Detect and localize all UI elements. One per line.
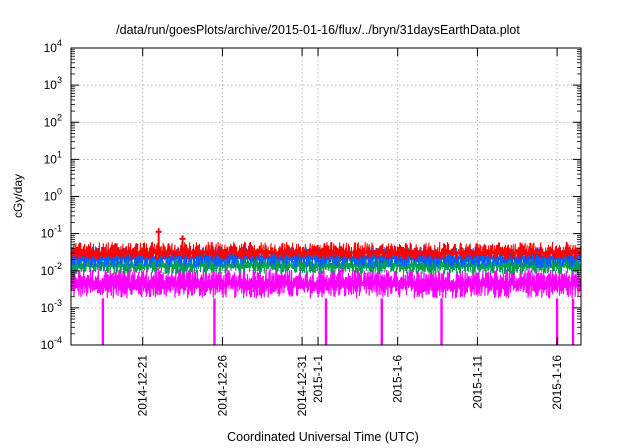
x-tick-label: 2015-1-11 xyxy=(470,355,484,409)
y-tick-label: 101 xyxy=(44,149,62,166)
x-tick-label: 2014-12-26 xyxy=(215,355,229,417)
data-series xyxy=(71,267,581,345)
series-line xyxy=(71,241,581,260)
y-tick-label: 10-1 xyxy=(41,224,62,241)
chart-title: /data/run/goesPlots/archive/2015-01-16/f… xyxy=(116,23,520,37)
data-series xyxy=(71,228,581,260)
y-tick-label: 102 xyxy=(44,112,62,129)
x-tick-label: 2015-1-6 xyxy=(391,355,405,403)
y-tick-label: 10-2 xyxy=(41,261,62,278)
x-axis-label: Coordinated Universal Time (UTC) xyxy=(227,430,419,444)
series-line xyxy=(71,267,581,299)
x-tick-label: 2014-12-21 xyxy=(136,355,150,417)
series-group xyxy=(71,228,581,345)
y-axis: 10-4 10-3 10-2 10-1 100 101 102 103 104 xyxy=(41,38,581,352)
y-tick-label: 104 xyxy=(44,38,62,55)
x-tick-label: 2015-1-16 xyxy=(550,355,564,410)
x-tick-label: 2015-1-1 xyxy=(311,355,325,403)
y-tick-label: 10-4 xyxy=(41,335,62,352)
y-tick-label: 100 xyxy=(44,187,62,204)
x-tick-label: 2014-12-31 xyxy=(295,355,309,417)
y-axis-label: cGy/day xyxy=(11,174,25,218)
y-tick-label: 10-3 xyxy=(41,298,62,315)
y-tick-label: 103 xyxy=(44,75,62,92)
x-axis: 2014-12-21 2014-12-26 2014-12-31 2015-1-1 20… xyxy=(136,48,564,416)
